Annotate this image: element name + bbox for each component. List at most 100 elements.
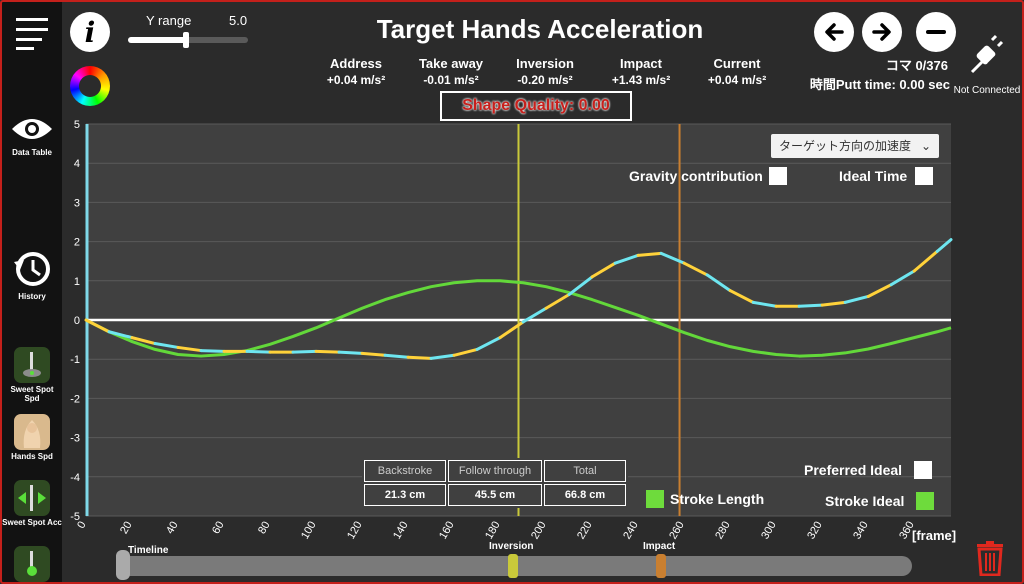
hamburger-menu-icon [16, 18, 48, 50]
stroke-length-label: Stroke Length [670, 491, 765, 507]
preferred-ideal-checkbox[interactable] [914, 461, 933, 479]
y-tick-label: 4 [74, 158, 80, 170]
previous-arrow-button[interactable] [814, 12, 854, 52]
measured-series-segment [360, 351, 387, 357]
ideal-series-line [85, 279, 952, 358]
hands-icon [14, 414, 50, 450]
x-tick-label: 80 [256, 520, 273, 537]
y-tick-label: 0 [74, 315, 80, 327]
table-row: Backstroke Follow through Total [364, 460, 626, 482]
x-tick-label: 0 [75, 520, 88, 531]
metric-value: -0.20 m/s² [517, 73, 573, 87]
info-icon[interactable]: i [70, 12, 110, 52]
y-tick-label: 2 [74, 237, 80, 249]
sweet-spot-acc-label: Sweet Spot Acc [2, 518, 62, 527]
y-range-slider-fill [128, 37, 186, 43]
metric-value: +0.04 m/s² [707, 73, 767, 87]
y-tick-label: -4 [70, 472, 80, 484]
timeline-impact-marker[interactable] [656, 554, 666, 578]
x-tick-label: 160 [437, 520, 457, 542]
x-tick-label: 280 [713, 520, 733, 542]
data-table-label: Data Table [12, 148, 52, 157]
metric-take-away: Take away -0.01 m/s² [406, 56, 496, 88]
measured-series-segment [337, 350, 364, 355]
gravity-contribution-checkbox[interactable] [768, 167, 787, 185]
x-tick-label: 120 [345, 520, 365, 542]
ideal-time-toggle[interactable]: Ideal Time [839, 167, 934, 185]
trash-icon[interactable] [974, 540, 1006, 576]
stroke-ideal-toggle[interactable]: Stroke Ideal [825, 492, 935, 510]
stroke-length-checkbox[interactable] [646, 490, 664, 508]
menu-button[interactable] [2, 12, 62, 54]
y-tick-label: -1 [70, 354, 80, 366]
y-range-slider[interactable] [128, 32, 248, 48]
timeline-inversion-marker[interactable] [508, 554, 518, 578]
preferred-ideal-label: Preferred Ideal [804, 462, 903, 478]
measured-series-segment [843, 294, 870, 304]
stroke-table: Backstroke Follow through Total 21.3 cm … [362, 458, 628, 508]
sidebar: Data Table History Sweet Spot Spd Hands … [2, 2, 62, 582]
stroke-length-toggle[interactable]: Stroke Length [646, 490, 764, 508]
measured-series-segment [659, 251, 686, 265]
color-wheel-icon[interactable] [70, 66, 110, 106]
x-tick-label: 140 [391, 520, 411, 542]
shape-quality-indicator: Shape Quality: 0.00 [440, 91, 632, 121]
measured-series-segment [797, 303, 824, 308]
hands-spd-button[interactable]: Hands Spd [2, 414, 62, 461]
measured-series-segment [245, 349, 272, 354]
measured-series-segment [107, 330, 134, 340]
x-tick-label: 100 [299, 520, 319, 542]
history-clock-icon [14, 252, 50, 286]
preferred-ideal-toggle[interactable]: Preferred Ideal [804, 461, 933, 479]
x-tick-label: 260 [667, 520, 687, 542]
measured-series-segment [682, 261, 709, 277]
next-arrow-button[interactable] [862, 12, 902, 52]
arrow-right-icon [872, 23, 891, 41]
measured-series-segment [935, 238, 953, 253]
chevron-down-icon: ⌄ [920, 139, 931, 153]
history-label: History [18, 292, 46, 301]
measured-series-segment [705, 273, 732, 293]
y-tick-label: 3 [74, 197, 80, 209]
metric-value: +1.43 m/s² [611, 73, 671, 87]
y-tick-label: -2 [70, 393, 80, 405]
plug-disconnected-icon[interactable] [964, 30, 1008, 80]
measured-series-segment [636, 251, 663, 257]
table-cell: 21.3 cm [364, 484, 446, 506]
hands-acc-button[interactable] [2, 546, 62, 582]
measured-series-segment [498, 320, 525, 340]
metric-impact: Impact +1.43 m/s² [596, 56, 686, 88]
measured-series-segment [728, 289, 755, 304]
connection-status: Not Connected [953, 85, 1021, 96]
timeline-label: Timeline [128, 545, 169, 556]
gravity-contribution-toggle[interactable]: Gravity contribution [629, 167, 787, 185]
arrow-left-icon [825, 23, 844, 41]
x-axis-label: [frame] [912, 528, 957, 543]
timeline-inversion-label: Inversion [489, 541, 534, 552]
measured-series-segment [567, 275, 594, 297]
ideal-time-checkbox[interactable] [915, 167, 934, 185]
table-header: Follow through [448, 460, 542, 482]
data-table-button[interactable]: Data Table [2, 114, 62, 157]
x-tick-label: 300 [759, 520, 779, 542]
measured-series-segment [291, 349, 318, 354]
stroke-ideal-checkbox[interactable] [916, 492, 935, 510]
measured-series-segment [429, 353, 456, 360]
remove-button[interactable] [916, 12, 956, 52]
timeline-thumb[interactable] [116, 550, 130, 580]
sweet-spot-spd-button[interactable]: Sweet Spot Spd [2, 347, 62, 403]
measured-series-segment [199, 349, 226, 353]
eye-icon [12, 119, 52, 139]
measured-series-segment [406, 355, 433, 360]
x-tick-label: 340 [851, 520, 871, 542]
history-button[interactable]: History [2, 248, 62, 301]
putter-acceleration-icon [14, 480, 50, 516]
x-tick-label: 20 [118, 520, 135, 537]
sweet-spot-acc-button[interactable]: Sweet Spot Acc [2, 480, 62, 527]
y-range-slider-thumb[interactable] [182, 32, 189, 48]
timeline-impact-label: Impact [643, 541, 676, 552]
measured-series-segment [130, 336, 157, 346]
measurement-dropdown[interactable]: ターゲット方向の加速度 ⌄ [771, 134, 939, 158]
measured-series-segment [751, 300, 778, 308]
